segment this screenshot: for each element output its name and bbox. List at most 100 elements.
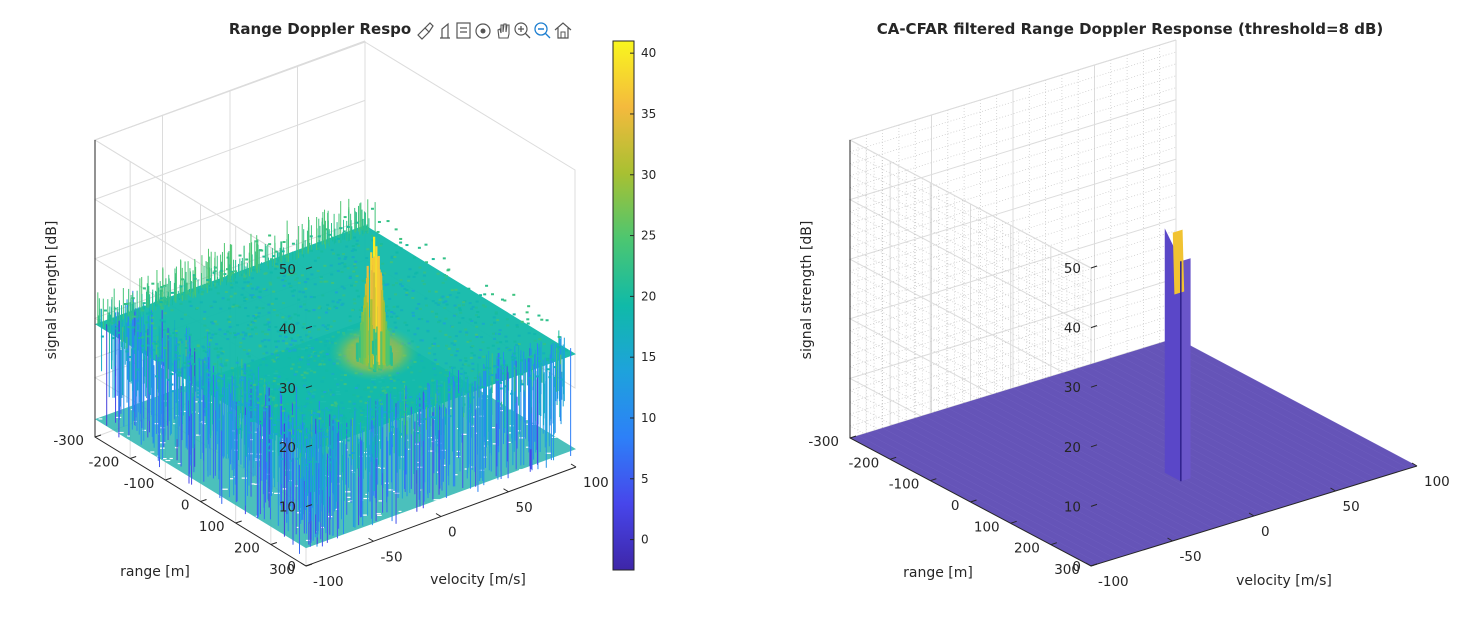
left-surface-cell	[407, 279, 411, 282]
left-surface-cell	[296, 321, 300, 324]
left-surface-cell	[458, 330, 462, 333]
left-surface-cell	[136, 322, 140, 325]
left-surface-cell	[413, 333, 417, 336]
zoom-out-icon[interactable]	[534, 22, 551, 39]
right-floor-mesh	[1021, 385, 1263, 514]
insert-legend-icon[interactable]	[456, 22, 471, 39]
left-surface-cell	[253, 295, 257, 298]
zoom-in-icon[interactable]	[514, 22, 531, 39]
data-tips-icon[interactable]	[440, 22, 450, 39]
left-surface-cell	[444, 333, 448, 336]
left-surface-cell	[332, 416, 336, 419]
left-surface-cell	[285, 413, 289, 416]
left-surface-cell	[354, 260, 358, 263]
left-surface-cell	[393, 255, 397, 258]
right-surface-axes[interactable]: 0 10 20 30 40 50 -300 -200 -100 0 100 200 300 -100 -50…	[799, 20, 1450, 590]
colorbar[interactable]: 0 5 10 15 20 25 30 35 40	[612, 40, 656, 571]
colorbar-gradient	[612, 40, 635, 571]
left-surface-cell	[269, 271, 273, 274]
left-surface-cell	[237, 400, 241, 403]
left-surface-cell	[457, 304, 461, 307]
left-surface-cell	[177, 358, 181, 361]
left-floor-gap	[346, 496, 352, 498]
left-surface-cell	[275, 265, 279, 268]
left-floor-gap	[345, 491, 351, 493]
left-surface-cell	[402, 411, 406, 414]
left-surface-cell	[151, 282, 155, 285]
left-surface-cell	[297, 298, 301, 301]
left-surface-cell	[250, 418, 254, 421]
left-surface-cell	[361, 409, 365, 412]
left-surface-cell	[189, 358, 193, 361]
left-floor-gap	[433, 499, 440, 501]
left-surface-cell	[513, 356, 517, 359]
rotate-3d-icon[interactable]	[475, 23, 491, 39]
left-surface-cell	[333, 401, 337, 404]
left-surface-cell	[333, 305, 337, 308]
left-surface-cell	[472, 396, 476, 399]
left-surface-cell	[501, 367, 505, 370]
left-surface-cell	[450, 366, 454, 369]
left-surface-cell	[465, 331, 469, 334]
left-surface-cell	[353, 264, 357, 267]
left-surface-cell	[272, 255, 276, 258]
left-surface-cell	[436, 363, 440, 366]
left-surface-cell	[257, 312, 261, 315]
left-surface-cell	[287, 315, 291, 318]
left-surface-cell	[469, 356, 473, 359]
left-surface-cell	[269, 395, 273, 398]
left-surface-cell	[196, 392, 200, 395]
left-surface-cell	[262, 358, 266, 361]
left-surface-cell	[392, 312, 396, 315]
left-surface-cell	[416, 327, 420, 330]
left-surface-cell	[267, 328, 271, 331]
left-surface-cell	[297, 347, 301, 350]
left-surface-cell	[300, 274, 304, 277]
brush-icon[interactable]	[417, 22, 434, 40]
left-surface-cell	[295, 457, 299, 460]
left-surface-cell	[420, 360, 424, 363]
left-z-tick-label: 0	[287, 559, 296, 575]
left-surface-cell	[336, 383, 340, 386]
left-surface-cell	[457, 321, 461, 324]
left-surface-cell	[344, 256, 348, 259]
left-surface-cell	[380, 403, 384, 406]
right-peak-front	[1180, 258, 1191, 482]
left-surface-cell	[244, 370, 248, 373]
left-surface-cell	[457, 291, 461, 294]
left-surface-cell	[354, 280, 358, 283]
right-minor-gridline	[849, 87, 1177, 316]
axes-toolbar[interactable]	[411, 18, 577, 42]
left-surface-cell	[289, 410, 293, 413]
left-surface-cell	[206, 279, 210, 282]
left-surface-cell	[446, 296, 450, 299]
left-surface-cell	[375, 399, 379, 402]
pan-hand-icon[interactable]	[497, 23, 510, 39]
left-surface-cell	[315, 338, 319, 341]
left-surface-cell	[299, 430, 303, 433]
left-surface-cell	[490, 293, 494, 296]
left-surface-cell	[341, 302, 345, 305]
left-floor-gap	[454, 474, 458, 476]
left-peak-surface	[329, 236, 420, 381]
left-surface-cell	[481, 304, 485, 307]
left-surface-cell	[258, 381, 262, 384]
left-surface-cell	[371, 239, 375, 242]
right-z-tick-label: 50	[1064, 261, 1081, 277]
left-surface-cell	[128, 356, 132, 359]
left-surface-cell	[328, 307, 332, 310]
left-surface-axes[interactable]: 01020304050-300-200-1000100200300-100-50…	[44, 20, 609, 590]
left-y-tick-mark	[165, 477, 172, 481]
left-surface-cell	[343, 265, 347, 268]
home-icon[interactable]	[554, 22, 572, 39]
left-surface-cell	[167, 338, 171, 341]
left-surface-cell	[175, 344, 179, 347]
left-surface-cell	[276, 330, 280, 333]
left-surface-cell	[197, 401, 201, 404]
left-surface-cell	[492, 365, 496, 368]
left-surface-cell	[254, 288, 258, 291]
left-surface-cell	[358, 308, 362, 311]
left-surface-cell	[280, 458, 284, 461]
left-surface-cell	[264, 272, 268, 275]
left-surface-cell	[160, 307, 164, 310]
